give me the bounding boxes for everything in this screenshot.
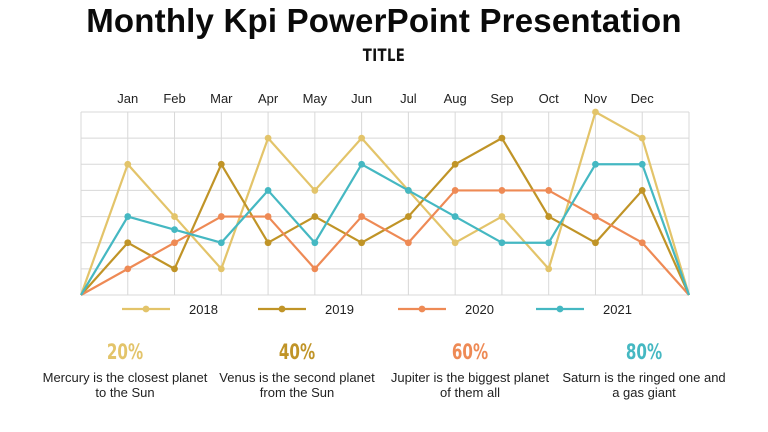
data-point-2019 — [638, 187, 646, 194]
stat-percent: 40% — [278, 340, 316, 364]
legend-label: 2021 — [603, 302, 632, 317]
data-point-2019 — [545, 213, 553, 220]
x-tick-label: Mar — [210, 91, 233, 106]
data-point-2018 — [124, 160, 132, 168]
stat-block-jupiter: 60% Jupiter is the biggest planet of the… — [385, 340, 555, 400]
data-point-2018 — [217, 265, 225, 273]
data-point-2021 — [311, 239, 319, 247]
data-point-2020 — [545, 187, 553, 194]
legend-label: 2018 — [189, 302, 218, 317]
legend-label: 2019 — [325, 302, 354, 317]
legend-label: 2020 — [465, 302, 494, 317]
data-point-2019 — [404, 213, 412, 220]
stat-description: Venus is the second planet from the Sun — [219, 370, 375, 400]
stat-description: Jupiter is the biggest planet of them al… — [390, 370, 550, 400]
series-line-2020 — [80, 189, 690, 296]
stat-percent: 20% — [106, 340, 144, 364]
data-point-2021 — [638, 160, 646, 168]
slide-title: Monthly Kpi PowerPoint Presentation — [86, 2, 682, 39]
data-point-2020 — [451, 187, 459, 194]
data-point-2018 — [451, 239, 459, 247]
data-point-2019 — [498, 134, 506, 142]
data-point-2018 — [171, 213, 178, 220]
data-point-2021 — [124, 213, 132, 220]
series-line-2018 — [79, 110, 691, 296]
data-point-2020 — [592, 213, 599, 220]
stat-description: Saturn is the ringed one and a gas giant — [562, 370, 726, 400]
x-tick-label: Dec — [631, 91, 655, 106]
stat-description: Mercury is the closest planet to the Sun — [42, 370, 208, 400]
stat-block-mercury: 20% Mercury is the closest planet to the… — [40, 340, 210, 400]
data-point-2021 — [171, 226, 178, 234]
data-point-2021 — [358, 160, 366, 168]
stat-percent: 60% — [451, 340, 489, 364]
data-point-2021 — [451, 213, 459, 220]
x-tick-label: Oct — [539, 91, 560, 106]
data-point-2019 — [217, 160, 225, 168]
data-point-2019 — [451, 160, 459, 168]
data-point-2020 — [638, 239, 646, 247]
data-point-2018 — [311, 187, 319, 194]
data-point-2018 — [264, 134, 272, 142]
x-tick-label: May — [303, 91, 328, 106]
data-point-2021 — [592, 160, 599, 168]
legend-marker-2019 — [278, 305, 286, 313]
data-point-2018 — [592, 108, 599, 116]
x-tick-label: Aug — [444, 91, 467, 106]
data-point-2018 — [358, 134, 366, 142]
x-tick-label: Feb — [163, 91, 185, 106]
x-tick-label: Apr — [258, 91, 279, 106]
data-point-2019 — [171, 265, 178, 273]
data-point-2021 — [545, 239, 553, 247]
data-point-2020 — [498, 187, 506, 194]
data-point-2021 — [264, 187, 272, 194]
stat-percent: 80% — [625, 340, 663, 364]
data-point-2020 — [171, 239, 178, 247]
x-tick-label: Jul — [400, 91, 417, 106]
data-point-2020 — [217, 213, 225, 220]
legend-marker-2020 — [418, 305, 426, 313]
legend-marker-2018 — [142, 305, 150, 313]
legend-marker-2021 — [556, 305, 564, 313]
data-point-2020 — [311, 265, 319, 273]
data-point-2020 — [124, 265, 132, 273]
data-point-2021 — [217, 239, 225, 247]
data-point-2019 — [124, 239, 132, 247]
data-point-2019 — [311, 213, 319, 220]
stat-block-saturn: 80% Saturn is the ringed one and a gas g… — [559, 340, 729, 400]
data-point-2018 — [638, 134, 646, 142]
kpi-line-chart: Jan Feb Mar Apr May Jun Jul Aug Sep Oct Nov Dec 2018… — [79, 91, 691, 317]
data-point-2020 — [264, 213, 272, 220]
data-point-2018 — [545, 265, 553, 273]
x-tick-label: Nov — [584, 91, 608, 106]
data-point-2021 — [498, 239, 506, 247]
data-point-2021 — [404, 187, 412, 194]
x-tick-label: Sep — [490, 91, 513, 106]
series-line-2021 — [80, 163, 691, 296]
slide-subtitle: TITLE — [362, 46, 406, 66]
data-point-2019 — [592, 239, 599, 247]
x-tick-label: Jun — [351, 91, 372, 106]
data-point-2018 — [498, 213, 506, 220]
data-point-2019 — [264, 239, 272, 247]
data-point-2019 — [358, 239, 366, 247]
data-point-2020 — [404, 239, 412, 247]
stat-block-venus: 40% Venus is the second planet from the … — [212, 340, 382, 400]
x-tick-label: Jan — [117, 91, 138, 106]
data-point-2020 — [358, 213, 366, 220]
